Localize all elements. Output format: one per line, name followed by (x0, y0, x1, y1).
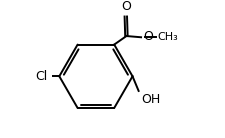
Text: O: O (120, 0, 130, 14)
Text: CH₃: CH₃ (157, 32, 178, 42)
Text: OH: OH (140, 93, 160, 106)
Text: Cl: Cl (35, 70, 47, 83)
Text: O: O (142, 30, 152, 43)
